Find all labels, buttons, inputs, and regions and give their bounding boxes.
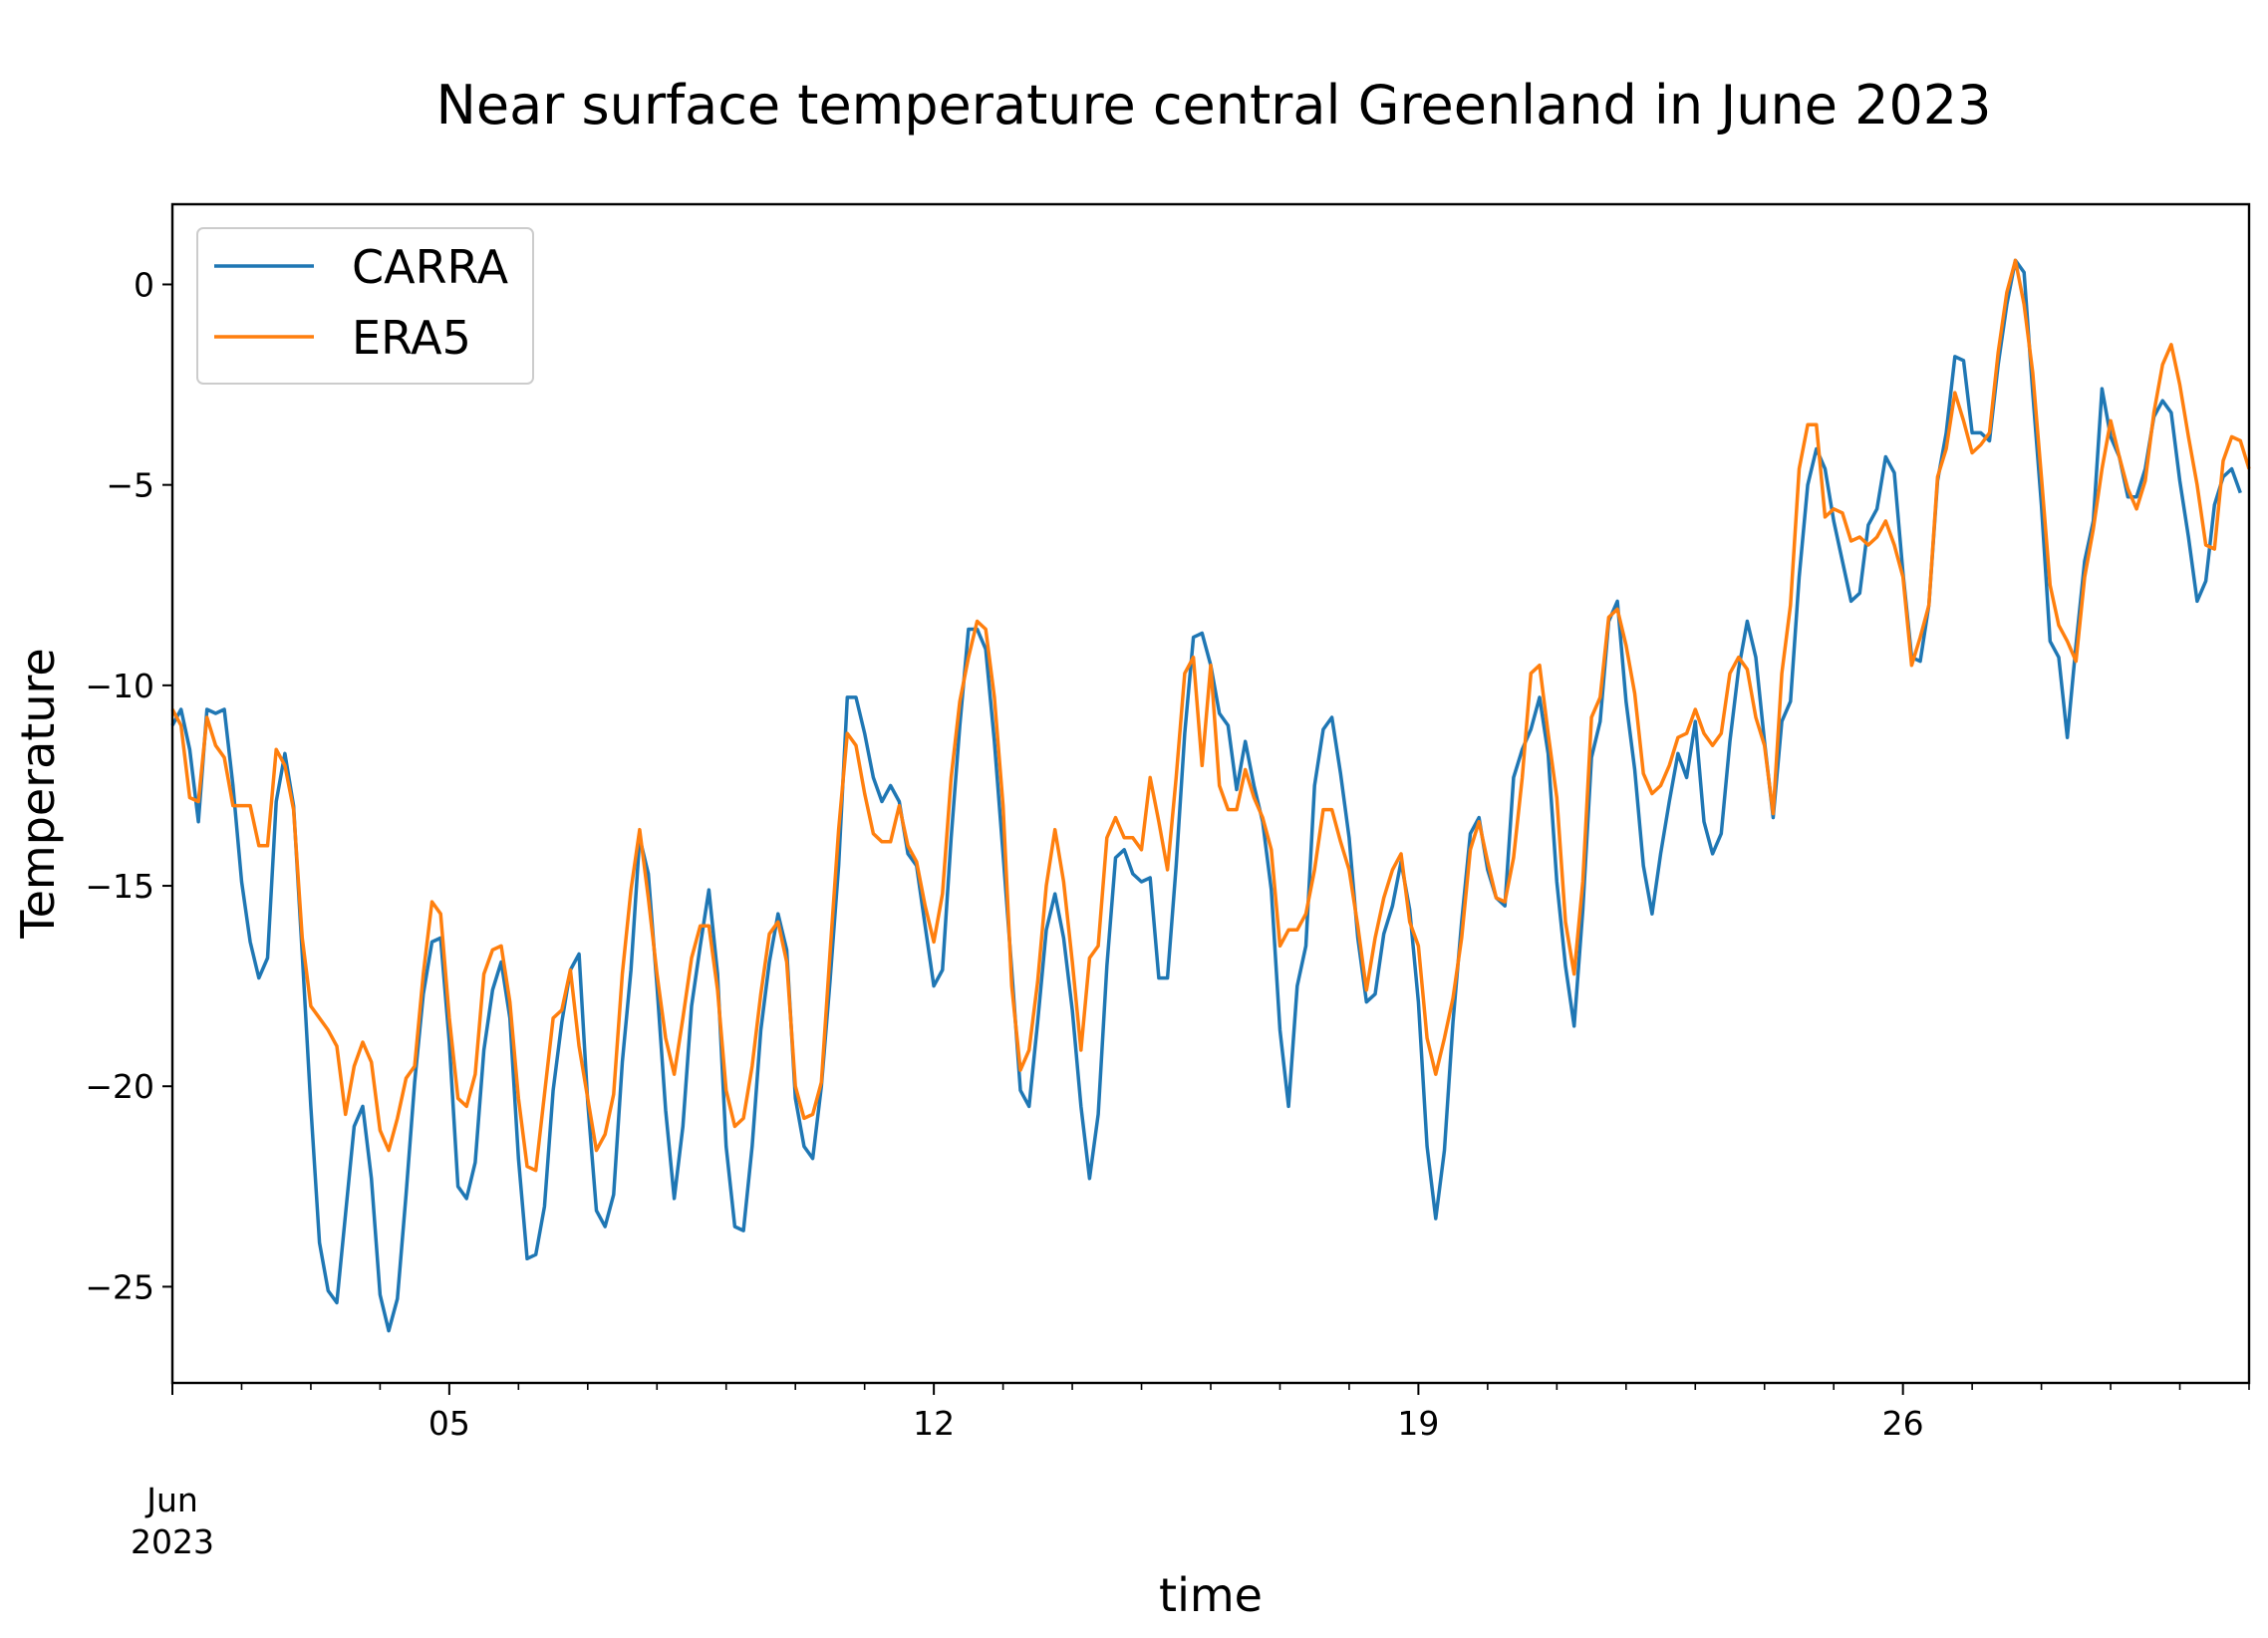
y-tick-label: −15 (85, 867, 154, 906)
y-tick-label: 0 (134, 265, 154, 304)
y-tick-label: −25 (85, 1267, 154, 1306)
x-tick-label: 05 (428, 1404, 470, 1443)
series-line-era5 (170, 258, 2251, 1173)
x-axis: 05 12 19 26 (171, 1383, 2250, 1443)
x-offset-year-label: 2023 (131, 1522, 214, 1561)
x-offset-month-label: Jun (144, 1481, 198, 1519)
axes-background (172, 204, 2249, 1383)
series-layer (170, 258, 2251, 1333)
x-axis-label: time (1159, 1568, 1263, 1622)
y-axis-label: Temperature (11, 648, 65, 939)
chart-title: Near surface temperature central Greenla… (435, 74, 1991, 136)
x-tick-label: 26 (1882, 1404, 1924, 1443)
plot-area (170, 202, 2251, 1385)
x-tick-label: 19 (1397, 1404, 1439, 1443)
series-line-carra (170, 258, 2242, 1333)
y-tick-label: −10 (85, 667, 154, 705)
legend-label-carra: CARRA (352, 240, 509, 294)
x-tick-label: 12 (913, 1404, 955, 1443)
legend-label-era5: ERA5 (352, 311, 471, 365)
y-tick-label: −20 (85, 1067, 154, 1106)
y-tick-label: −5 (106, 466, 154, 505)
y-axis: 0 −5 −10 −15 −20 −25 (85, 265, 172, 1306)
legend: CARRA ERA5 (196, 227, 534, 385)
